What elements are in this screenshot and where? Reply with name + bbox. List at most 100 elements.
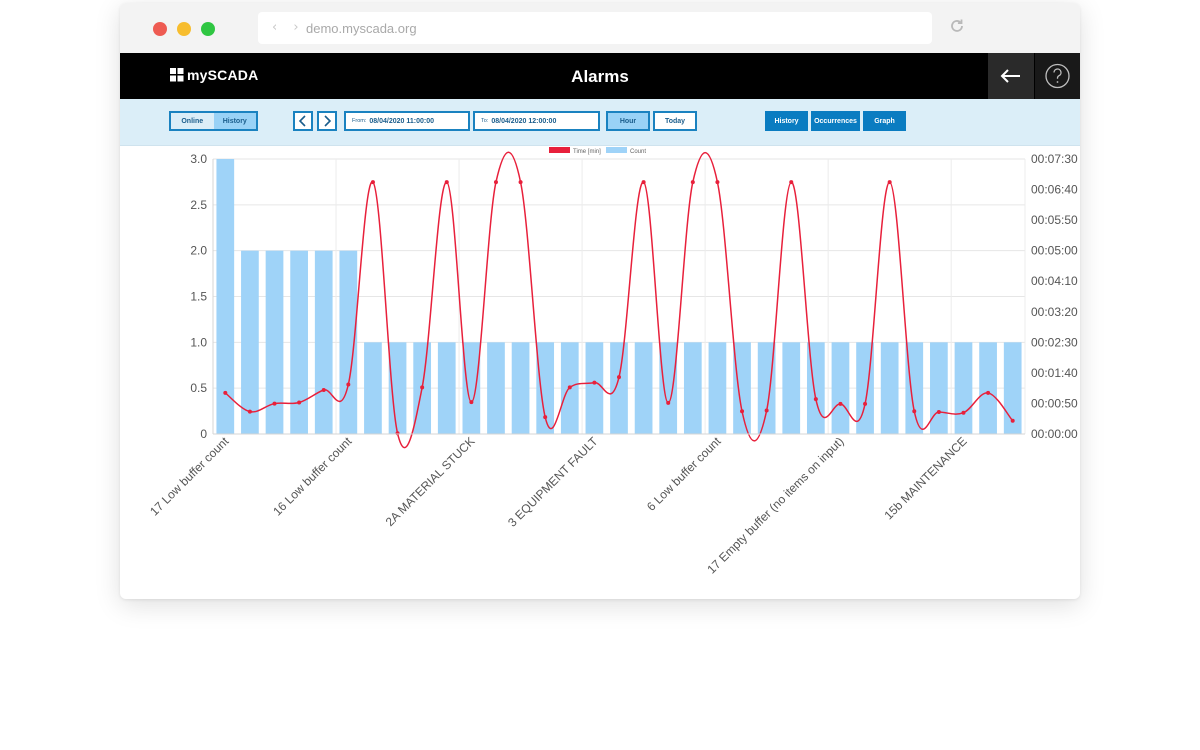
from-value: 08/04/2020 11:00:00 <box>369 117 434 125</box>
time-point <box>961 410 966 415</box>
help-icon <box>1045 63 1070 89</box>
app-logo: mySCADA <box>170 67 258 83</box>
count-bar <box>487 342 505 434</box>
chevron-left-icon <box>298 115 306 127</box>
maximize-window-button[interactable] <box>201 22 215 36</box>
time-point <box>1010 418 1015 423</box>
count-bar <box>364 342 382 434</box>
hour-button[interactable]: Hour <box>606 111 650 131</box>
from-label: From: <box>352 118 367 124</box>
graph-button[interactable]: Graph <box>863 111 906 131</box>
count-bar <box>831 342 850 434</box>
close-window-button[interactable] <box>153 22 167 36</box>
url-text: demo.myscada.org <box>306 21 417 36</box>
page-title: Alarms <box>571 67 629 86</box>
time-point <box>986 390 991 395</box>
time-point <box>395 431 400 436</box>
time-point <box>223 390 228 395</box>
time-point <box>740 409 745 414</box>
to-label: To: <box>481 118 489 124</box>
count-bar <box>954 342 973 434</box>
y-left-tick-label: 2.0 <box>190 244 207 258</box>
arrow-left-icon <box>1000 69 1020 83</box>
time-point <box>346 382 351 387</box>
app-header: mySCADA Alarms <box>120 53 1080 99</box>
legend-label: Time [min] <box>573 149 601 155</box>
time-line <box>223 151 1015 449</box>
count-bar <box>634 342 653 434</box>
nav-arrows-icon[interactable]: ‹ › <box>272 20 305 35</box>
x-tick-label: 17 Empty buffer (no items on input) <box>704 434 846 576</box>
back-button[interactable] <box>988 53 1034 99</box>
mode-toggle: Online History <box>169 111 258 131</box>
x-tick-label: 15b MAINTENANCE <box>881 434 969 522</box>
time-series-line <box>224 151 1014 449</box>
history-button[interactable]: History <box>765 111 808 131</box>
help-button[interactable] <box>1035 53 1080 99</box>
to-date-field[interactable]: To: 08/04/2020 12:00:00 <box>473 111 600 131</box>
count-bar <box>979 342 997 434</box>
address-bar[interactable]: ‹ › demo.myscada.org <box>258 12 932 44</box>
count-bar <box>782 342 801 434</box>
time-point <box>518 180 523 185</box>
chevron-right-icon <box>324 115 332 127</box>
count-bar <box>930 342 948 434</box>
time-point <box>863 401 868 406</box>
count-bar <box>683 342 702 434</box>
online-toggle[interactable]: Online <box>181 117 204 125</box>
time-point <box>813 397 818 402</box>
x-tick-label: 17 Low buffer count <box>147 434 232 519</box>
count-bar <box>339 250 358 434</box>
time-point <box>469 400 474 405</box>
count-bar <box>314 250 333 434</box>
y-left-tick-label: 0.5 <box>190 381 207 395</box>
count-bar <box>216 159 235 434</box>
count-bar <box>659 342 678 434</box>
time-point <box>370 180 375 185</box>
legend-label: Count <box>630 149 646 155</box>
count-bar <box>437 342 456 434</box>
y-right-tick-label: 00:01:40 <box>1031 366 1078 380</box>
today-button[interactable]: Today <box>653 111 697 131</box>
time-point <box>764 408 769 413</box>
count-bars <box>216 159 1022 434</box>
minimize-window-button[interactable] <box>177 22 191 36</box>
time-point <box>690 180 695 185</box>
occurrences-button[interactable]: Occurrences <box>811 111 860 131</box>
count-bar <box>708 342 727 434</box>
y-right-tick-label: 00:05:50 <box>1031 213 1078 227</box>
history-toggle[interactable]: History <box>213 113 256 129</box>
y-left-tick-label: 3.0 <box>190 152 207 166</box>
y-right-tick-label: 00:05:00 <box>1031 244 1078 258</box>
count-bar <box>241 250 259 434</box>
count-bar <box>1003 342 1022 434</box>
alarm-chart: 0 0.5 1.0 1.5 2.0 2.5 3.0 00:00:00 00:00:50 00:01… <box>147 147 1078 577</box>
time-point <box>912 409 917 414</box>
time-point <box>789 180 794 185</box>
time-point <box>838 401 843 406</box>
previous-button[interactable] <box>293 111 313 131</box>
from-date-field[interactable]: From: 08/04/2020 11:00:00 <box>344 111 470 131</box>
time-point <box>641 180 646 185</box>
y-left-tick-label: 0 <box>200 427 207 441</box>
count-bar <box>806 342 825 434</box>
to-value: 08/04/2020 12:00:00 <box>491 117 557 125</box>
time-point <box>543 415 548 420</box>
count-bar <box>536 342 555 434</box>
count-bar <box>733 342 751 434</box>
time-point <box>297 400 302 405</box>
time-point <box>936 410 941 414</box>
y-right-tick-label: 00:00:50 <box>1031 396 1078 410</box>
browser-window: ‹ › demo.myscada.org mySCADA Alarms <box>120 3 1080 599</box>
time-point <box>887 180 892 185</box>
reload-icon[interactable] <box>948 17 966 35</box>
y-right-tick-label: 00:02:30 <box>1031 335 1078 349</box>
count-bar <box>610 342 628 434</box>
time-point <box>567 385 572 390</box>
x-tick-label: 6 Low buffer count <box>644 434 724 514</box>
time-point <box>666 400 671 405</box>
y-left-tick-label: 2.5 <box>190 198 207 212</box>
time-point <box>420 385 425 390</box>
next-button[interactable] <box>317 111 337 131</box>
count-bar <box>757 342 776 434</box>
